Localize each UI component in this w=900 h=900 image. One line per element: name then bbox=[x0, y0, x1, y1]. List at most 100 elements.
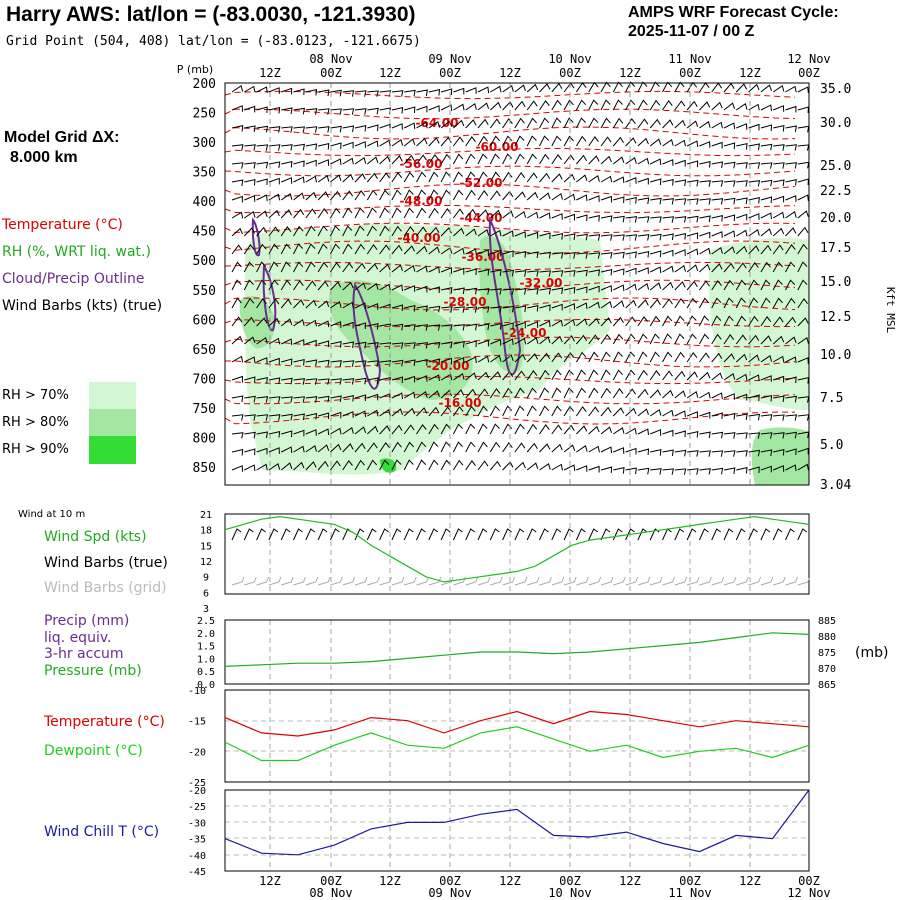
wind-barb-831 bbox=[625, 388, 637, 399]
model-grid-label-1: Model Grid ΔX: bbox=[4, 129, 120, 146]
wind-barb-421 bbox=[785, 227, 797, 237]
wind-barb-387 bbox=[366, 225, 377, 237]
wind-barb-572 bbox=[330, 300, 342, 309]
precip-ytick-4: 0.5 bbox=[197, 667, 215, 678]
wind-barb-259 bbox=[526, 172, 538, 183]
wind-barb-1021 bbox=[650, 468, 662, 475]
wind-barb-428 bbox=[293, 243, 304, 255]
wind-barb-87 bbox=[723, 102, 736, 111]
wind-barb-927 bbox=[650, 429, 662, 436]
wind-barb-489 bbox=[465, 268, 477, 276]
wind-barb-38 bbox=[698, 82, 710, 93]
wind-barb-183 bbox=[748, 143, 760, 151]
wind-barb-213 bbox=[539, 153, 550, 165]
temperature-contour-11 bbox=[224, 297, 796, 311]
wind-barb-451 bbox=[576, 252, 588, 259]
wind-barb-596 bbox=[625, 299, 637, 309]
wind-barb-422 bbox=[797, 226, 809, 237]
wind-barb-270 bbox=[662, 178, 674, 186]
wind-barb-569 bbox=[293, 299, 305, 309]
wind-barb-744 bbox=[711, 352, 723, 363]
wind-barb-135 bbox=[736, 123, 748, 130]
wind-barb-141 bbox=[231, 144, 244, 151]
wind-barb-672 bbox=[404, 342, 416, 349]
wind-barb-493 bbox=[514, 270, 527, 277]
wind-barb-312 bbox=[600, 195, 612, 203]
wind-barb-36 bbox=[674, 81, 685, 93]
wind-barb-1015 bbox=[576, 465, 588, 472]
legend-rh: RH (%, WRT liq. wat.) bbox=[2, 244, 151, 260]
wind-barb-901 bbox=[330, 427, 342, 435]
grid-wind-barb-24 bbox=[527, 576, 540, 586]
wind-barb-411 bbox=[662, 233, 674, 241]
wind-barb-314 bbox=[625, 196, 637, 204]
wind-barb-513 bbox=[760, 261, 771, 273]
wind-barb-659 bbox=[243, 336, 256, 345]
surface-wind-barb-21 bbox=[489, 528, 500, 541]
temperature-contour-5 bbox=[224, 183, 796, 197]
wind-barb-10 bbox=[354, 90, 367, 97]
wind-barb-669 bbox=[367, 342, 379, 349]
wind-barb-188 bbox=[231, 162, 244, 169]
precip-ytick-2: 1.5 bbox=[197, 642, 215, 653]
surface-wind-barb-1 bbox=[243, 528, 254, 541]
wind-barb-595 bbox=[612, 300, 625, 309]
wind-barb-991 bbox=[280, 462, 293, 471]
temperature-contour-10 bbox=[224, 279, 796, 291]
wind-barb-243 bbox=[330, 174, 342, 183]
grid-wind-barb-45 bbox=[785, 576, 798, 586]
wind-barb-694 bbox=[674, 333, 685, 345]
wind-barb-601 bbox=[686, 297, 698, 309]
wind-barb-598 bbox=[649, 298, 661, 309]
wind-barb-470 bbox=[231, 261, 242, 273]
wind-barb-842 bbox=[760, 394, 773, 402]
wind-barb-1017 bbox=[600, 466, 613, 474]
wind-barb-149 bbox=[330, 142, 342, 150]
wind-barb-985 bbox=[785, 448, 797, 456]
wind-barb-177 bbox=[674, 139, 686, 147]
wind-barb-981 bbox=[736, 450, 748, 457]
wind-barb-499 bbox=[588, 269, 601, 277]
accum-label: 3-hr accum bbox=[44, 646, 124, 662]
windchill-line bbox=[224, 789, 810, 856]
wind-barb-683 bbox=[539, 336, 551, 345]
surface-wind-barb-3 bbox=[268, 528, 279, 541]
wind-barb-1002 bbox=[416, 459, 427, 471]
height-tick-1: 30.0 bbox=[820, 116, 851, 131]
wind-barb-593 bbox=[588, 301, 600, 309]
wind-barb-343 bbox=[403, 207, 414, 219]
wind-barb-914 bbox=[489, 423, 500, 435]
wind-barb-824 bbox=[539, 387, 550, 399]
surface-wind-barb-45 bbox=[785, 528, 795, 541]
wind-barb-237 bbox=[256, 178, 268, 186]
wind-barb-809 bbox=[354, 394, 367, 402]
wind-barb-971 bbox=[613, 447, 625, 454]
wind-barb-473 bbox=[268, 261, 279, 273]
wind-barb-810 bbox=[367, 393, 379, 401]
surface-wind-barb-16 bbox=[428, 528, 439, 541]
wind-barb-974 bbox=[650, 448, 662, 456]
wind-barb-395 bbox=[465, 228, 477, 237]
wind-barb-820 bbox=[489, 388, 501, 399]
wind-barb-523 bbox=[305, 280, 317, 291]
windchill-ytick-2: -30 bbox=[188, 818, 206, 829]
wind-barb-590 bbox=[551, 303, 563, 311]
wind-barb-242 bbox=[317, 174, 330, 183]
wind-barb-723 bbox=[453, 357, 465, 364]
wind-barb-192 bbox=[281, 160, 293, 168]
wind-barb-655 bbox=[772, 316, 784, 327]
wind-barb-765 bbox=[391, 376, 404, 384]
wind-barb-522 bbox=[293, 280, 304, 291]
wind-barb-503 bbox=[637, 267, 649, 274]
wind-barb-485 bbox=[416, 265, 428, 273]
wind-barb-872 bbox=[551, 405, 562, 417]
pressure-tick-300: 300 bbox=[193, 136, 216, 151]
surface-wind-barb-22 bbox=[502, 528, 512, 541]
wind-barb-710 bbox=[293, 358, 305, 366]
wind-barb-542 bbox=[539, 287, 552, 295]
wind-barb-697 bbox=[711, 333, 722, 345]
top-hour-tick-5: 00Z bbox=[559, 66, 581, 80]
grid-wind-barb-33 bbox=[637, 576, 651, 586]
wind-barb-638 bbox=[563, 318, 576, 327]
